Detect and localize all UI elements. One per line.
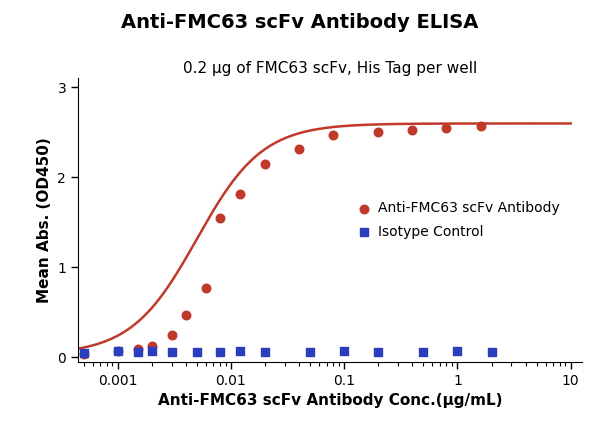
Anti-FMC63 scFv Antibody: [476, 123, 485, 129]
Anti-FMC63 scFv Antibody: [235, 190, 245, 197]
Isotype Control: [452, 347, 462, 354]
Anti-FMC63 scFv Antibody: [260, 160, 270, 167]
Anti-FMC63 scFv Antibody: [328, 132, 338, 139]
Isotype Control: [419, 348, 428, 355]
Y-axis label: Mean Abs. (OD450): Mean Abs. (OD450): [37, 137, 52, 303]
Isotype Control: [192, 348, 202, 355]
Isotype Control: [235, 347, 245, 354]
Anti-FMC63 scFv Antibody: [373, 129, 383, 136]
Anti-FMC63 scFv Antibody: [147, 342, 157, 349]
Isotype Control: [113, 347, 122, 354]
X-axis label: Anti-FMC63 scFv Antibody Conc.(μg/mL): Anti-FMC63 scFv Antibody Conc.(μg/mL): [158, 393, 502, 408]
Isotype Control: [133, 348, 142, 355]
Isotype Control: [487, 348, 496, 355]
Isotype Control: [305, 348, 315, 355]
Isotype Control: [260, 348, 270, 355]
Isotype Control: [167, 348, 176, 355]
Anti-FMC63 scFv Antibody: [79, 350, 88, 357]
Anti-FMC63 scFv Antibody: [442, 124, 451, 131]
Legend: Anti-FMC63 scFv Antibody, Isotype Control: Anti-FMC63 scFv Antibody, Isotype Contro…: [351, 196, 565, 245]
Anti-FMC63 scFv Antibody: [113, 347, 122, 354]
Isotype Control: [147, 347, 157, 354]
Anti-FMC63 scFv Antibody: [294, 145, 304, 152]
Anti-FMC63 scFv Antibody: [407, 126, 417, 133]
Title: 0.2 μg of FMC63 scFv, His Tag per well: 0.2 μg of FMC63 scFv, His Tag per well: [183, 61, 477, 76]
Isotype Control: [79, 349, 88, 356]
Anti-FMC63 scFv Antibody: [215, 215, 225, 221]
Text: Anti-FMC63 scFv Antibody ELISA: Anti-FMC63 scFv Antibody ELISA: [121, 13, 479, 32]
Anti-FMC63 scFv Antibody: [133, 346, 142, 353]
Anti-FMC63 scFv Antibody: [181, 312, 191, 319]
Isotype Control: [215, 348, 225, 355]
Isotype Control: [373, 348, 383, 355]
Anti-FMC63 scFv Antibody: [201, 285, 211, 292]
Isotype Control: [340, 347, 349, 354]
Anti-FMC63 scFv Antibody: [167, 331, 176, 338]
